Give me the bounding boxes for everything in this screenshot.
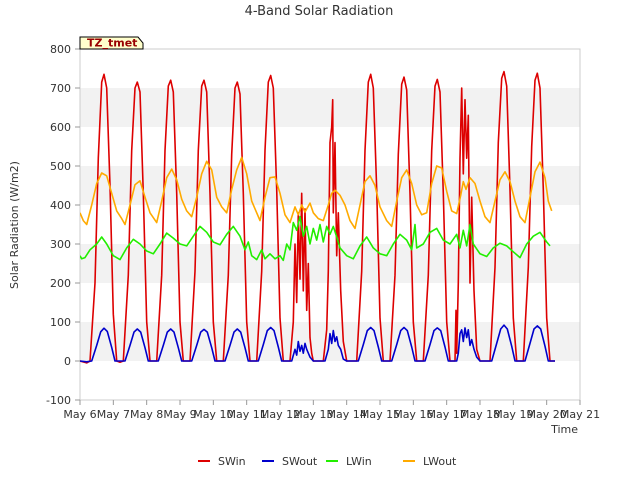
x-axis-title: Time <box>550 423 578 436</box>
legend-label-swout: SWout <box>282 455 318 468</box>
x-tick-label: May 19 <box>493 408 533 421</box>
grid-band <box>80 88 580 127</box>
x-tick-label: May 10 <box>193 408 233 421</box>
legend-label-lwout: LWout <box>423 455 457 468</box>
x-tick-label: May 21 <box>560 408 600 421</box>
grid-band <box>80 322 580 361</box>
y-axis: -100 0 100 200 300 400 500 600 700 800 <box>46 43 80 407</box>
x-tick-label: May 7 <box>97 408 130 421</box>
series-line-swin <box>80 70 555 364</box>
x-tick-label: May 18 <box>460 408 500 421</box>
y-tick-label: 500 <box>50 160 71 173</box>
y-tick-label: 800 <box>50 43 71 56</box>
y-tick-label: 400 <box>50 199 71 212</box>
x-tick-label: May 12 <box>260 408 300 421</box>
y-tick-label: 700 <box>50 82 71 95</box>
chart-title: 4-Band Solar Radiation <box>245 4 394 19</box>
series-lines <box>80 70 555 364</box>
y-tick-label: 200 <box>50 277 71 290</box>
y-tick-label: 0 <box>64 355 71 368</box>
y-tick-label: 300 <box>50 238 71 251</box>
x-tick-label: May 15 <box>360 408 400 421</box>
series-line-lwin <box>80 215 551 262</box>
x-tick-label: May 13 <box>293 408 333 421</box>
grid-band <box>80 244 580 283</box>
site-badge: TZ_tmet <box>79 36 144 50</box>
x-tick-label: May 17 <box>427 408 467 421</box>
legend-label-swin: SWin <box>218 455 246 468</box>
y-tick-label: -100 <box>46 394 71 407</box>
x-tick-label: May 9 <box>163 408 196 421</box>
plot-area <box>79 48 581 401</box>
x-tick-label: May 14 <box>327 408 367 421</box>
y-tick-label: 600 <box>50 121 71 134</box>
series-line-swout <box>80 324 555 363</box>
y-axis-title: Solar Radiation (W/m2) <box>8 161 21 289</box>
site-badge-label: TZ_tmet <box>87 37 137 50</box>
x-tick-label: May 11 <box>227 408 267 421</box>
x-tick-label: May 16 <box>393 408 433 421</box>
grid-bands <box>80 88 580 361</box>
series-line-lwout <box>80 156 553 230</box>
legend-label-lwin: LWin <box>346 455 372 468</box>
x-tick-label: May 20 <box>527 408 567 421</box>
y-tick-label: 100 <box>50 316 71 329</box>
legend: SWin SWout LWin LWout <box>198 455 457 468</box>
x-tick-label: May 6 <box>63 408 96 421</box>
x-tick-label: May 8 <box>130 408 163 421</box>
